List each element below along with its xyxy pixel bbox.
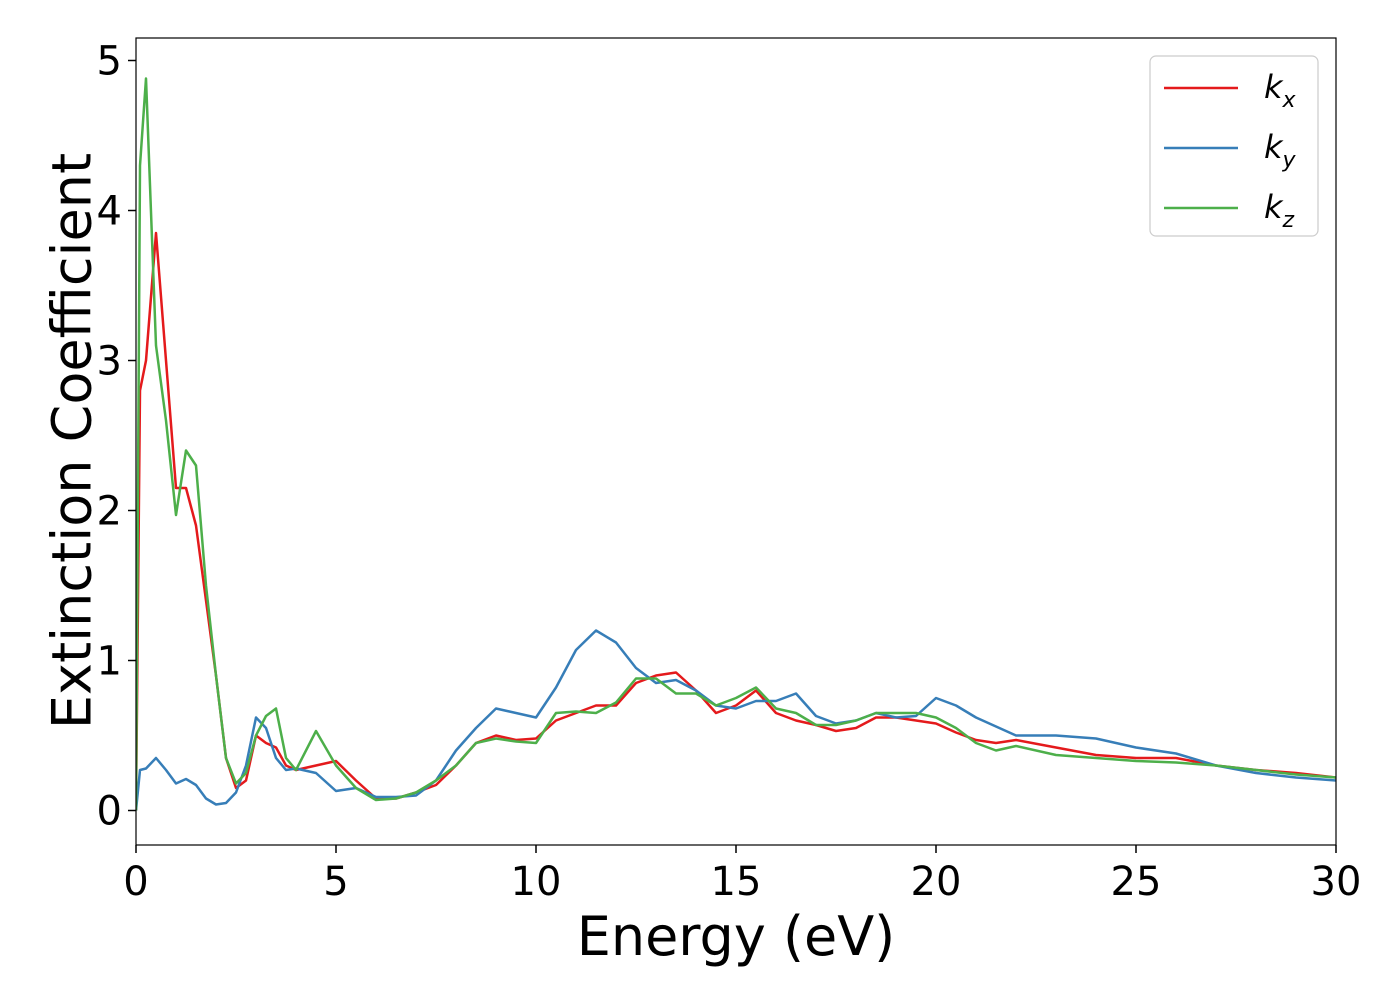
- data-line: [136, 231, 1336, 811]
- y-tick-label: 5: [97, 39, 122, 85]
- legend-label: ky: [1264, 128, 1297, 173]
- legend-box: [1149, 55, 1319, 237]
- x-tick-label: 5: [323, 859, 348, 905]
- y-tick-label: 4: [97, 189, 122, 235]
- x-tick-label: 20: [911, 859, 962, 905]
- data-line: [136, 77, 1336, 811]
- legend-label: kz: [1264, 188, 1295, 233]
- y-tick-label: 2: [97, 489, 122, 535]
- legend-label: kx: [1264, 68, 1297, 113]
- y-tick-label: 1: [97, 639, 122, 685]
- data-line: [136, 629, 1336, 811]
- x-axis-label: Energy (eV): [577, 905, 896, 968]
- y-axis-label: Extinction Coefficient: [41, 153, 104, 729]
- x-tick-label: 15: [711, 859, 762, 905]
- x-tick-label: 0: [123, 859, 148, 905]
- x-tick-label: 25: [1111, 859, 1162, 905]
- x-tick-label: 30: [1311, 859, 1362, 905]
- plot-frame: [135, 37, 1337, 846]
- y-tick-label: 0: [97, 789, 122, 835]
- y-tick-label: 3: [97, 339, 122, 385]
- plot-area: [136, 77, 1336, 811]
- x-tick-label: 10: [511, 859, 562, 905]
